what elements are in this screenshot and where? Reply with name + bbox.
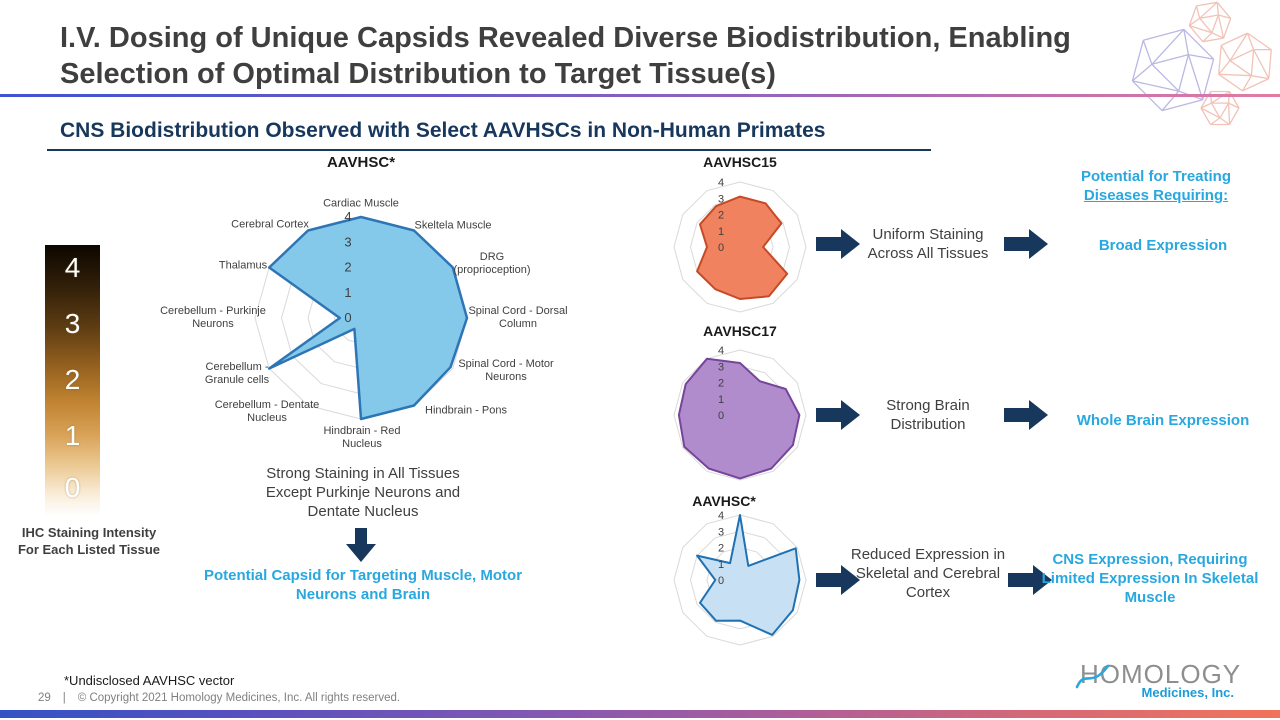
- radar-chart-main: 0 1 2 3 4: [254, 209, 469, 421]
- svg-text:1: 1: [718, 226, 724, 238]
- svg-text:4: 4: [718, 345, 724, 357]
- down-arrow-icon: [346, 528, 376, 562]
- logo-wordmark: HOMOLOGY: [1080, 659, 1242, 689]
- axis-label-spinal-dorsal: Spinal Cord - Dorsal Column: [468, 305, 568, 330]
- copyright-row: 29 | © Copyright 2021 Homology Medicines…: [38, 692, 400, 704]
- main-chart-conclusion: Potential Capsid for Targeting Muscle, M…: [203, 567, 523, 603]
- copyright-text: © Copyright 2021 Homology Medicines, Inc…: [77, 692, 401, 704]
- legend-caption-line1: IHC Staining Intensity: [21, 525, 157, 540]
- radar-chart-aavhsc15: 0 1 2 3 4: [673, 177, 807, 313]
- svg-text:2: 2: [718, 378, 724, 390]
- observation-row2: Strong Brain Distribution: [886, 397, 970, 433]
- right-panel-header-line1: Potential for Treating: [1080, 168, 1231, 185]
- svg-text:2: 2: [718, 210, 724, 222]
- svg-text:4: 4: [344, 209, 351, 224]
- axis-label-skeletal-muscle: Skeltela Muscle: [414, 219, 492, 232]
- svg-text:0: 0: [344, 310, 351, 325]
- implication-row3: CNS Expression, Requiring Limited Expres…: [1041, 551, 1259, 606]
- footer-divider: |: [62, 692, 66, 704]
- slide-title-line2: Selection of Optimal Distribution to Tar…: [60, 58, 776, 90]
- axis-label-hindbrain-pons: Hindbrain - Pons: [425, 404, 507, 417]
- svg-text:1: 1: [718, 394, 724, 406]
- axis-label-purkinje-neurons: Cerebellum - Purkinje Neurons: [160, 305, 266, 330]
- legend-tick-0: 0: [64, 472, 81, 503]
- svg-text:3: 3: [344, 234, 351, 249]
- svg-text:0: 0: [718, 410, 724, 422]
- svg-text:0: 0: [718, 242, 724, 254]
- section-subtitle: CNS Biodistribution Observed with Select…: [60, 119, 826, 142]
- main-chart-caption: Strong Staining in All Tissues Except Pu…: [265, 465, 461, 520]
- axis-label-granule-cells: Cerebellum - Granule cells: [204, 361, 270, 386]
- implication-row1: Broad Expression: [1098, 237, 1228, 254]
- observation-row1: Uniform Staining Across All Tissues: [867, 226, 989, 262]
- svg-text:1: 1: [344, 285, 351, 300]
- radar-title-aavhsc15: AAVHSC15: [703, 154, 777, 170]
- subtitle-underline: [47, 149, 931, 151]
- svg-text:3: 3: [718, 361, 724, 373]
- legend-tick-4: 4: [64, 252, 81, 283]
- right-arrow-icon: [1004, 229, 1048, 259]
- right-arrow-icon: [816, 400, 860, 430]
- legend-tick-2: 2: [64, 364, 81, 395]
- page-number: 29: [38, 692, 51, 704]
- axis-label-cardiac-muscle: Cardiac Muscle: [323, 197, 399, 210]
- axis-label-hindbrain-red-nucleus: Hindbrain - Red Nucleus: [323, 425, 401, 450]
- radar-title-aavhsc17: AAVHSC17: [703, 323, 777, 339]
- implication-row2: Whole Brain Expression: [1076, 412, 1250, 429]
- ihc-intensity-gradient-bar: [45, 245, 100, 516]
- right-arrow-icon: [1008, 565, 1052, 595]
- footnote: *Undisclosed AAVHSC vector: [64, 673, 235, 688]
- legend-caption-line2: For Each Listed Tissue: [17, 542, 161, 557]
- axis-label-dentate-nucleus: Cerebellum - Dentate Nucleus: [214, 399, 320, 424]
- main-chart-title: AAVHSC*: [326, 154, 396, 171]
- axis-label-spinal-motor: Spinal Cord - Motor Neurons: [458, 358, 554, 383]
- radar-chart-aavhsc-star: 0 1 2 3 4: [673, 510, 807, 646]
- svg-text:2: 2: [718, 543, 724, 555]
- bottom-accent-bar: [0, 710, 1280, 718]
- svg-text:4: 4: [718, 177, 724, 189]
- right-panel-header-line2: Diseases Requiring:: [1083, 187, 1229, 204]
- logo-swoosh-icon: [1075, 664, 1110, 689]
- right-arrow-icon: [816, 565, 860, 595]
- svg-text:1: 1: [718, 559, 724, 571]
- slide-title-line1: I.V. Dosing of Unique Capsids Revealed D…: [60, 22, 1071, 54]
- legend-tick-3: 3: [64, 308, 81, 339]
- svg-text:4: 4: [718, 510, 724, 522]
- logo-tagline: Medicines, Inc.: [1141, 685, 1234, 700]
- title-divider-rule: [0, 94, 1280, 97]
- right-arrow-icon: [1004, 400, 1048, 430]
- svg-text:3: 3: [718, 526, 724, 538]
- radar-chart-aavhsc17: 0 1 2 3 4: [673, 345, 807, 481]
- legend-tick-1: 1: [64, 420, 81, 451]
- svg-text:0: 0: [718, 575, 724, 587]
- svg-text:3: 3: [718, 193, 724, 205]
- radar-title-aavhsc-star: AAVHSC*: [692, 493, 756, 509]
- svg-text:2: 2: [344, 260, 351, 275]
- axis-label-cerebral-cortex: Cerebral Cortex: [231, 218, 309, 231]
- capsid-wireframe-decoration: [1131, 1, 1272, 126]
- axis-label-thalamus: Thalamus: [218, 259, 268, 272]
- homology-logo: HOMOLOGY Medicines, Inc.: [1075, 659, 1242, 700]
- right-arrow-icon: [816, 229, 860, 259]
- observation-row3: Reduced Expression in Skeletal and Cereb…: [850, 546, 1006, 601]
- axis-label-drg: DRG (proprioception): [453, 251, 531, 276]
